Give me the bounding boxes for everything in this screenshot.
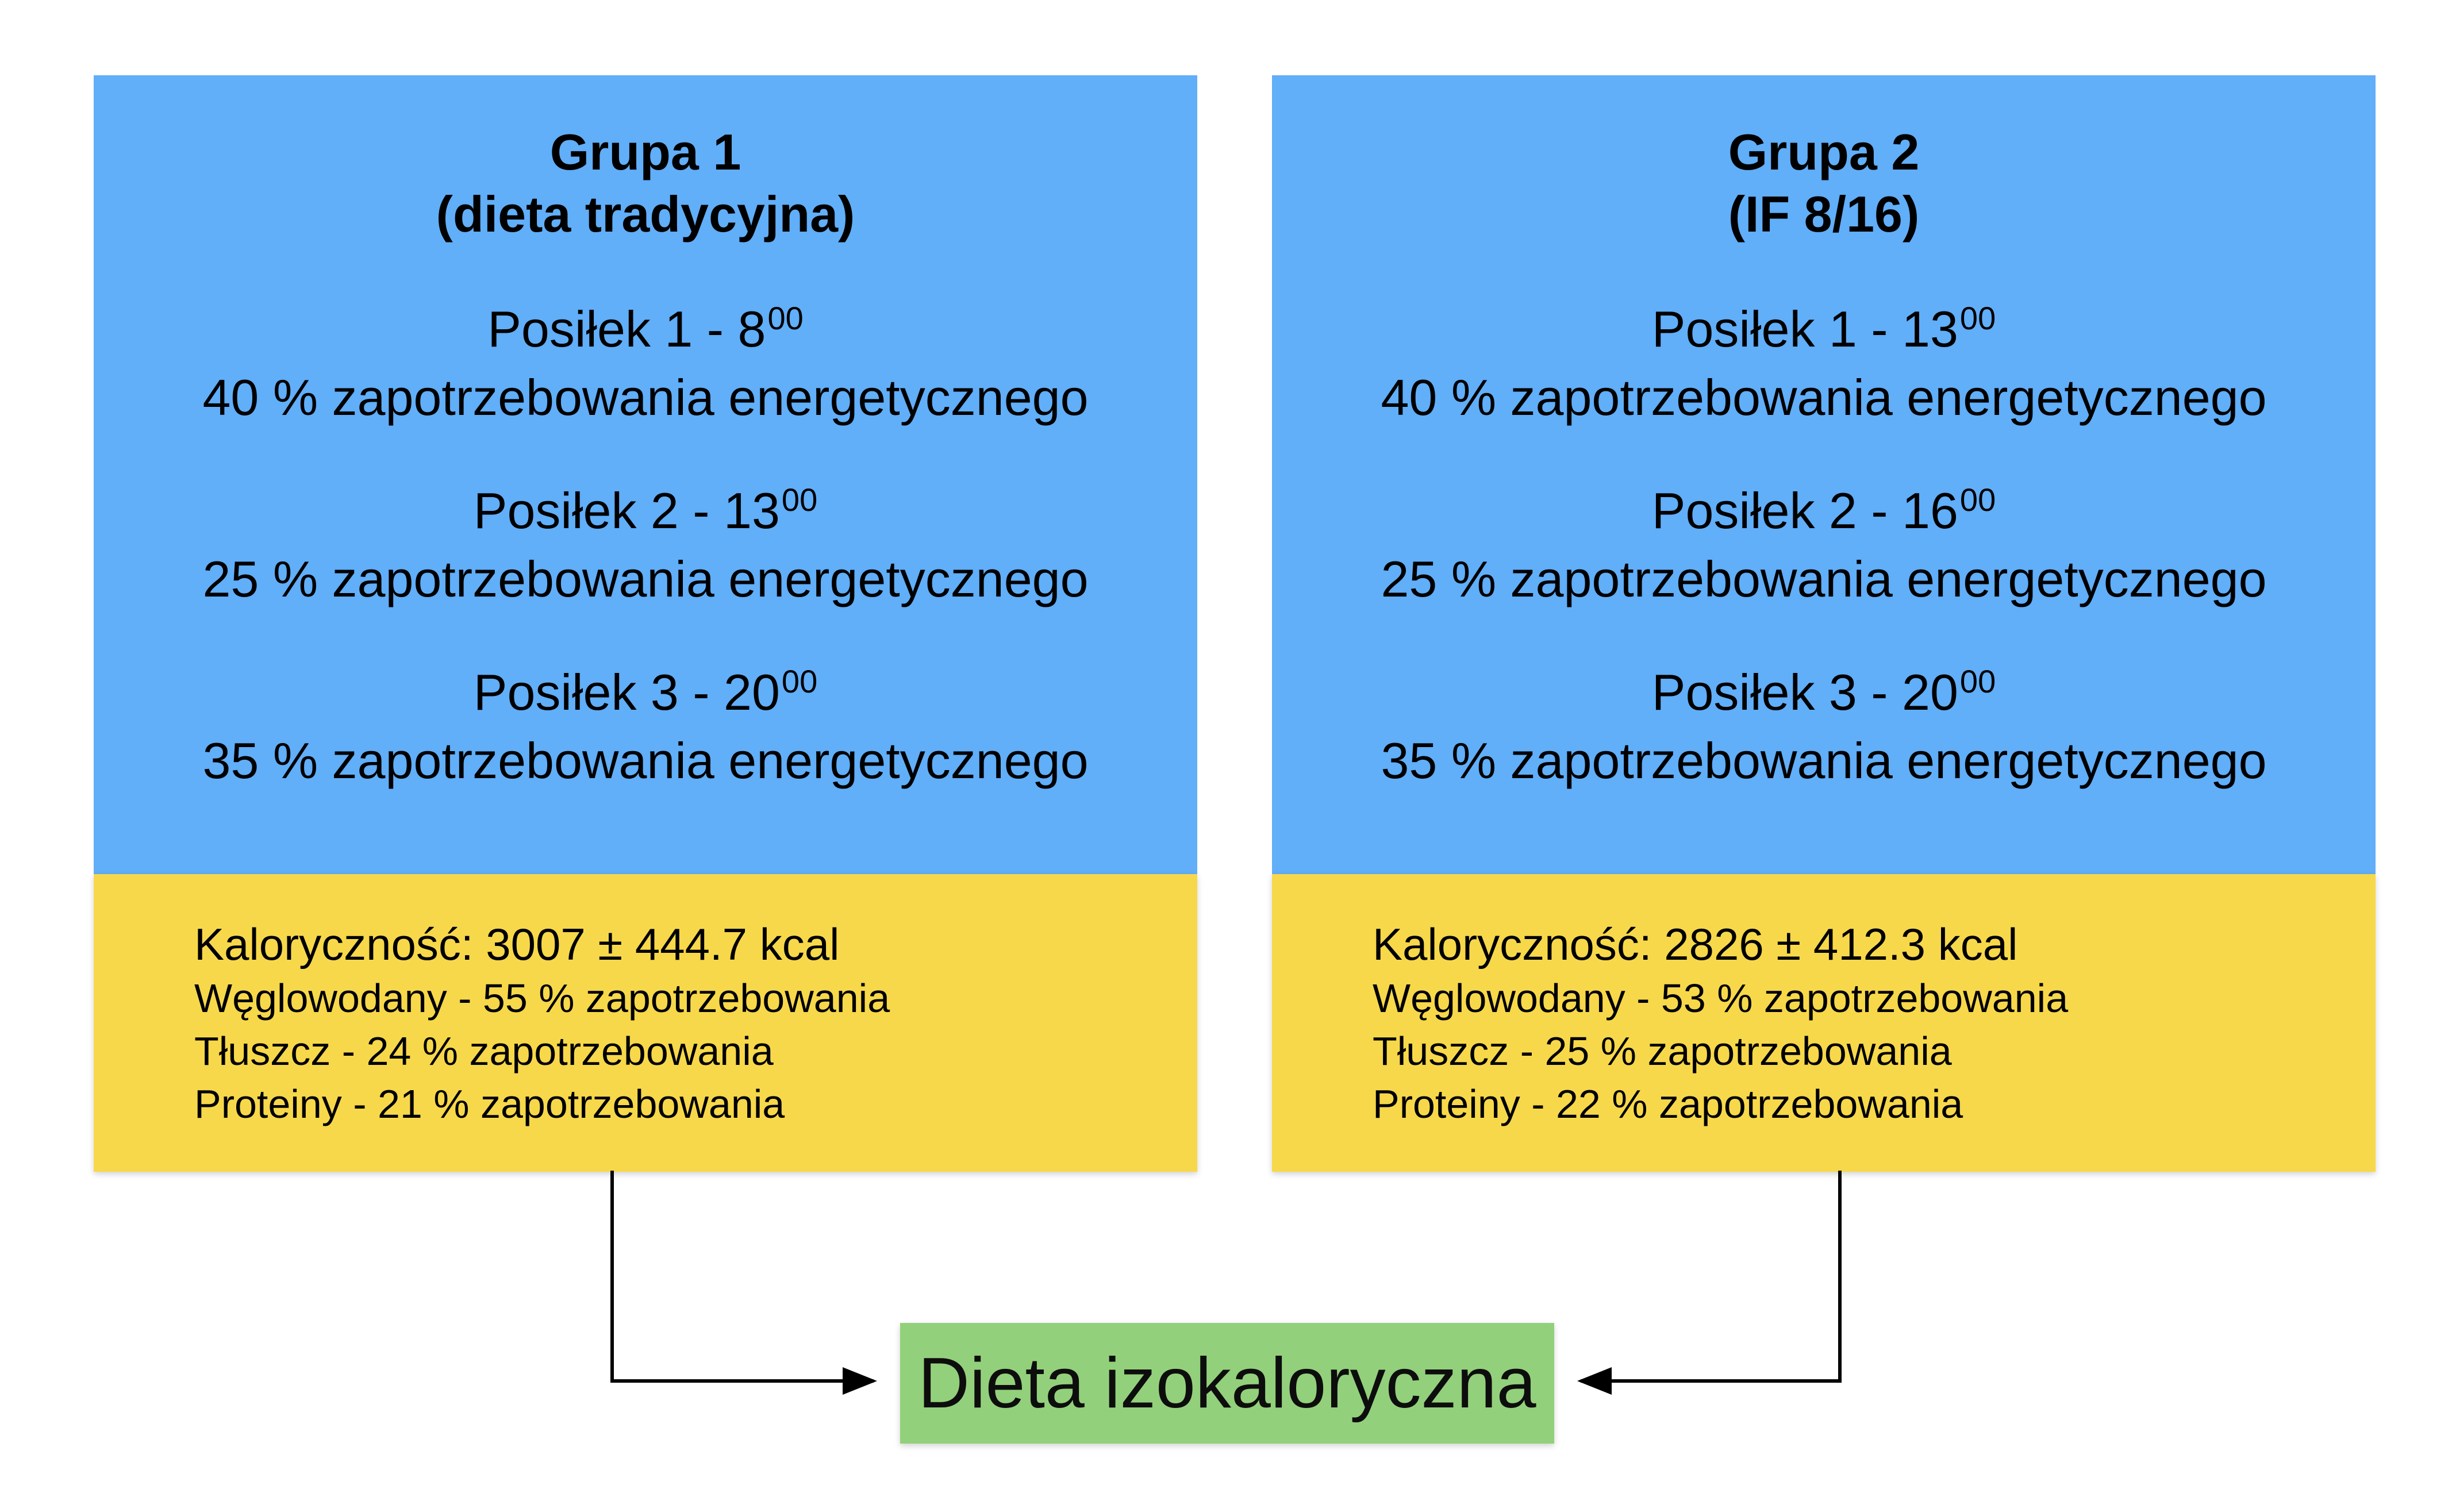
group-1-meal-1: Posiłek 1 - 800 40 % zapotrzebowania ene…: [94, 298, 1197, 429]
meal-time-minutes: 00: [767, 300, 804, 336]
group-2-meal-2: Posiłek 2 - 1600 25 % zapotrzebowania en…: [1272, 480, 2376, 610]
group-2-fat: Tłuszcz - 25 % zapotrzebowania: [1373, 1029, 1952, 1074]
meal-time: Posiłek 3 - 2000: [94, 661, 1197, 730]
meal-time: Posiłek 2 - 1600: [1272, 480, 2376, 548]
meal-time: Posiłek 1 - 800: [94, 298, 1197, 367]
meal-time-label: Posiłek 3 - 20: [473, 664, 780, 721]
group-1-meal-2: Posiłek 2 - 1300 25 % zapotrzebowania en…: [94, 480, 1197, 610]
meal-time-label: Posiłek 2 - 13: [473, 482, 780, 539]
meal-time: Posiłek 1 - 1300: [1272, 298, 2376, 367]
meal-time-minutes: 00: [781, 482, 818, 518]
group-2-title: Grupa 2 (IF 8/16): [1272, 121, 2376, 245]
group-1-meal-3: Posiłek 3 - 2000 35 % zapotrzebowania en…: [94, 661, 1197, 792]
meal-energy-share: 40 % zapotrzebowania energetycznego: [202, 369, 1089, 426]
group-1-title: Grupa 1 (dieta tradycyjna): [94, 121, 1197, 245]
isocaloric-diet-box: Dieta izokaloryczna: [900, 1323, 1554, 1444]
group-2-meal-3: Posiłek 3 - 2000 35 % zapotrzebowania en…: [1272, 661, 2376, 792]
group-2-meal-1: Posiłek 1 - 1300 40 % zapotrzebowania en…: [1272, 298, 2376, 429]
group-1-title-subtitle: (dieta tradycyjna): [436, 186, 855, 243]
group-1-nutrition-summary: Kaloryczność: 3007 ± 444.7 kcal Węglowod…: [94, 874, 1197, 1172]
group-2-title-name: Grupa 2: [1728, 124, 1920, 180]
group-1-calories: Kaloryczność: 3007 ± 444.7 kcal: [194, 919, 840, 969]
group-1-meal-plan: Grupa 1 (dieta tradycyjna) Posiłek 1 - 8…: [94, 75, 1197, 874]
meal-time-minutes: 00: [781, 663, 818, 699]
meal-time: Posiłek 3 - 2000: [1272, 661, 2376, 730]
meal-time-label: Posiłek 1 - 8: [487, 301, 766, 357]
isocaloric-diet-label: Dieta izokaloryczna: [918, 1344, 1536, 1423]
group-2-meal-plan: Grupa 2 (IF 8/16) Posiłek 1 - 1300 40 % …: [1272, 75, 2376, 874]
meal-time-minutes: 00: [1959, 300, 1996, 336]
group-1-title-name: Grupa 1: [549, 124, 741, 180]
arrow-group-2-to-target: [1577, 1171, 1842, 1395]
meal-energy-share: 25 % zapotrzebowania energetycznego: [202, 551, 1089, 607]
meal-energy-share: 25 % zapotrzebowania energetycznego: [1381, 551, 2267, 607]
group-2-title-subtitle: (IF 8/16): [1728, 186, 1920, 243]
group-2-calories: Kaloryczność: 2826 ± 412.3 kcal: [1373, 919, 2018, 969]
meal-energy-share: 40 % zapotrzebowania energetycznego: [1381, 369, 2267, 426]
arrow-group-1-to-target: [610, 1171, 877, 1395]
meal-time-label: Posiłek 3 - 20: [1651, 664, 1958, 721]
group-1-carbs: Węglowodany - 55 % zapotrzebowania: [194, 976, 890, 1021]
group-2-carbs: Węglowodany - 53 % zapotrzebowania: [1373, 976, 2069, 1021]
group-1-fat: Tłuszcz - 24 % zapotrzebowania: [194, 1029, 774, 1074]
meal-energy-share: 35 % zapotrzebowania energetycznego: [1381, 732, 2267, 789]
meal-time-label: Posiłek 2 - 16: [1651, 482, 1958, 539]
group-2-nutrition-summary: Kaloryczność: 2826 ± 412.3 kcal Węglowod…: [1272, 874, 2376, 1172]
group-1-protein: Proteiny - 21 % zapotrzebowania: [194, 1082, 785, 1126]
group-2-panel: Grupa 2 (IF 8/16) Posiłek 1 - 1300 40 % …: [1272, 75, 2376, 1172]
meal-time: Posiłek 2 - 1300: [94, 480, 1197, 548]
group-2-meal-list: Posiłek 1 - 1300 40 % zapotrzebowania en…: [1272, 298, 2376, 792]
meal-energy-share: 35 % zapotrzebowania energetycznego: [202, 732, 1089, 789]
meal-time-label: Posiłek 1 - 13: [1651, 301, 1958, 357]
meal-time-minutes: 00: [1959, 663, 1996, 699]
meal-time-minutes: 00: [1959, 482, 1996, 518]
group-2-protein: Proteiny - 22 % zapotrzebowania: [1373, 1082, 1963, 1126]
group-1-panel: Grupa 1 (dieta tradycyjna) Posiłek 1 - 8…: [94, 75, 1197, 1172]
group-1-meal-list: Posiłek 1 - 800 40 % zapotrzebowania ene…: [94, 298, 1197, 792]
